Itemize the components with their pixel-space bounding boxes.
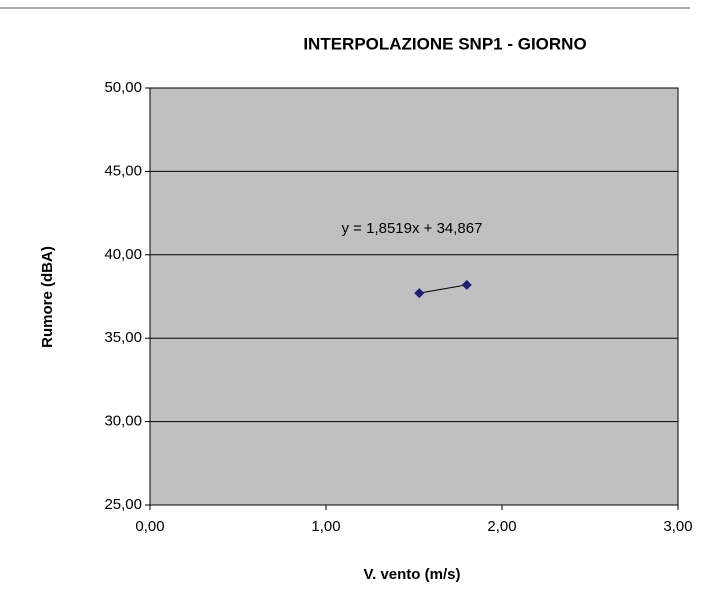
y-tick-label: 50,00: [104, 79, 142, 96]
y-tick-label: 45,00: [104, 162, 142, 179]
x-tick-label: 0,00: [135, 518, 164, 535]
x-tick-label: 3,00: [663, 518, 692, 535]
trendline-equation: y = 1,8519x + 34,867: [342, 220, 483, 237]
y-axis-label: Rumore (dBA): [39, 246, 56, 348]
data-point: [461, 279, 472, 290]
plot-area: [149, 87, 679, 506]
y-tick-label: 40,00: [104, 246, 142, 263]
y-tick-label: 30,00: [104, 413, 142, 430]
data-point: [414, 288, 425, 299]
x-tick-label: 1,00: [311, 518, 340, 535]
y-tick-label: 25,00: [104, 496, 142, 513]
x-axis-label: V. vento (m/s): [364, 566, 461, 583]
series-line: [419, 284, 467, 294]
chart-title: INTERPOLAZIONE SNP1 - GIORNO: [303, 34, 586, 53]
x-tick-label: 2,00: [487, 518, 516, 535]
y-tick-label: 35,00: [104, 329, 142, 346]
